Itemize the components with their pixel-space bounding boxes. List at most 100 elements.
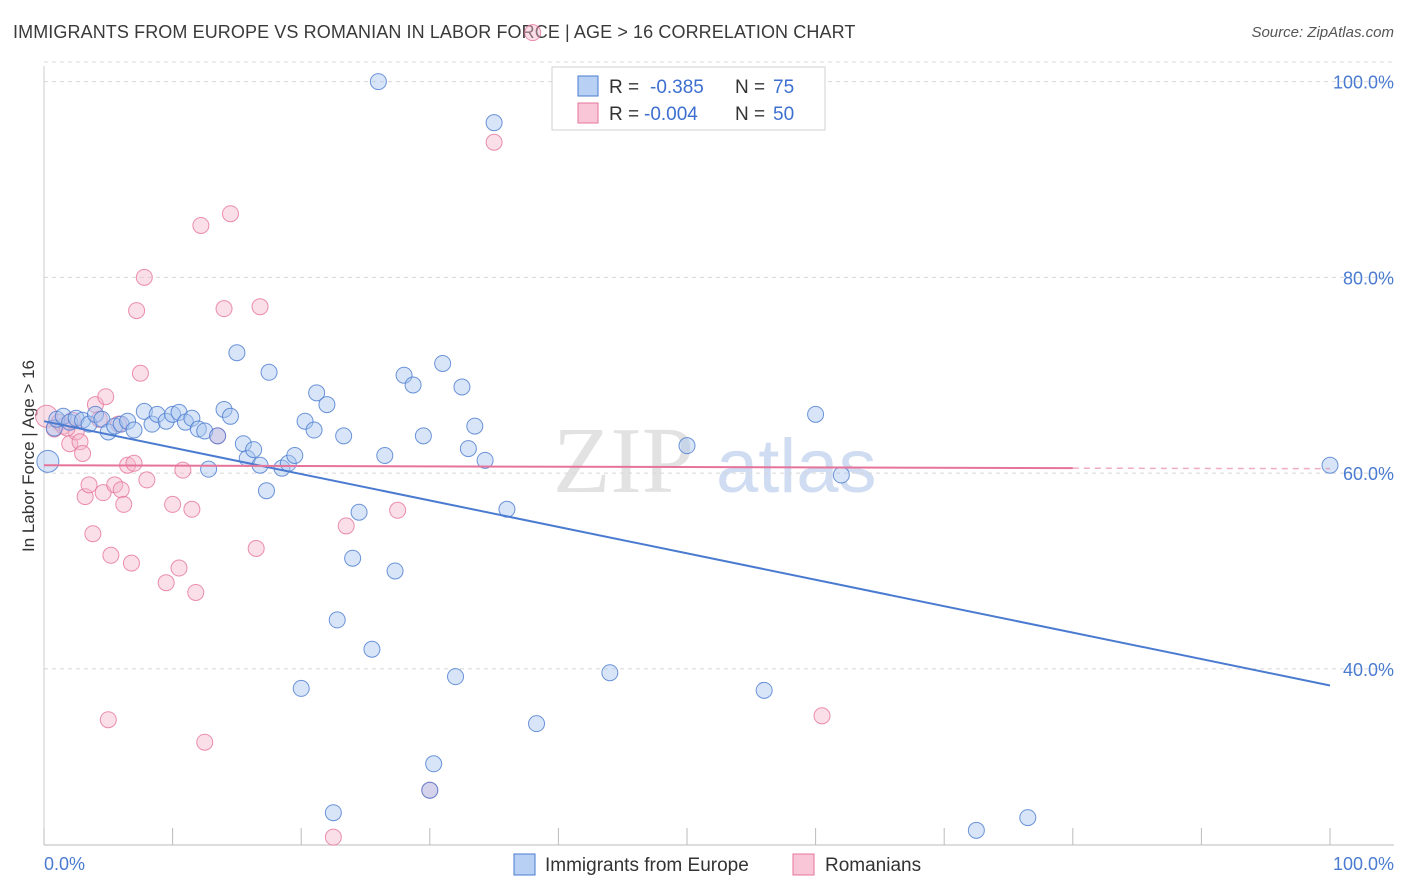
point-romanians [122,554,140,572]
chart-title: IMMIGRANTS FROM EUROPE VS ROMANIAN IN LA… [13,22,856,42]
point-immigrants-from-europe [286,446,304,464]
point-immigrants-from-europe [485,114,503,132]
bottom-legend-swatch-pink [792,853,815,876]
point-immigrants-from-europe [200,460,218,478]
point-immigrants-from-europe [328,611,346,629]
point-immigrants-from-europe [324,804,342,822]
y-tick-labels: 40.0% 60.0% 80.0% 100.0% [1333,73,1394,680]
point-immigrants-from-europe [257,482,275,500]
point-immigrants-from-europe [1321,456,1339,474]
y-tick-label: 40.0% [1343,660,1394,680]
point-romanians [389,501,407,519]
point-romanians [164,495,182,513]
point-immigrants-from-europe [164,405,182,423]
point-immigrants-from-europe [260,363,278,381]
point-immigrants-from-europe [421,781,439,799]
point-immigrants-from-europe [369,73,387,91]
point-immigrants-from-europe [36,449,60,473]
point-romanians [135,268,153,286]
point-immigrants-from-europe [528,715,546,733]
point-romanians [247,539,265,557]
point-romanians [174,461,192,479]
point-immigrants-from-europe [196,422,214,440]
legend: R = -0.385 N = 75 R = -0.004 N = 50 [551,66,826,131]
point-romanians [102,546,120,564]
point-immigrants-from-europe [466,417,484,435]
point-romanians [215,300,233,318]
point-immigrants-from-europe [305,421,323,439]
bottom-legend-swatch-blue [513,853,536,876]
bottom-legend-label-blue: Immigrants from Europe [545,855,749,876]
point-immigrants-from-europe [755,681,773,699]
point-romanians [138,471,156,489]
gridlines [44,61,1394,670]
point-romanians [187,583,205,601]
point-immigrants-from-europe [296,412,314,430]
y-tick-label: 60.0% [1343,464,1394,484]
point-romanians [221,205,239,223]
point-immigrants-from-europe [459,440,477,458]
point-immigrants-from-europe [404,376,422,394]
bottom-legend-label-pink: Romanians [825,855,921,876]
point-romanians [324,828,342,846]
point-immigrants-from-europe [80,415,98,433]
point-immigrants-from-europe [1019,809,1037,827]
y-tick-label: 80.0% [1343,268,1394,288]
trend-lines [43,420,1331,687]
point-romanians [196,733,214,751]
trend-line-romanians [43,464,1073,470]
point-immigrants-from-europe [967,821,985,839]
source-label: Source: ZipAtlas.com [1251,24,1394,41]
point-immigrants-from-europe [344,549,362,567]
y-axis-title: In Labor Force | Age > 16 [19,360,38,552]
point-immigrants-from-europe [292,679,310,697]
point-romanians [183,500,201,518]
point-immigrants-from-europe [245,441,263,459]
point-romanians [115,495,133,513]
point-immigrants-from-europe [363,640,381,658]
point-immigrants-from-europe [209,427,227,445]
point-immigrants-from-europe [447,668,465,686]
axes [43,66,1394,846]
point-immigrants-from-europe [425,755,443,773]
point-romanians [84,525,102,543]
point-romanians [97,388,115,406]
point-romanians [125,454,143,472]
point-romanians [813,707,831,725]
point-immigrants-from-europe [308,384,326,402]
point-romanians [112,481,130,499]
point-romanians [74,445,92,462]
point-romanians [524,24,542,42]
point-romanians [128,302,146,320]
x-tick-label-min: 0.0% [44,854,85,874]
legend-n-label-pink: N = [735,104,765,125]
point-immigrants-from-europe [335,427,353,445]
point-immigrants-from-europe [807,405,825,423]
point-romanians [80,476,98,494]
point-immigrants-from-europe [148,405,166,423]
point-immigrants-from-europe [350,503,368,521]
point-immigrants-from-europe [453,378,471,396]
point-immigrants-from-europe [221,407,239,425]
point-immigrants-from-europe [228,344,246,362]
legend-swatch-blue [577,75,599,97]
point-immigrants-from-europe [125,421,143,439]
point-immigrants-from-europe [318,396,336,414]
legend-n-label-blue: N = [735,77,765,98]
legend-n-value-blue: 75 [773,77,794,98]
point-immigrants-from-europe [601,664,619,682]
legend-r-value-blue: -0.385 [650,77,704,98]
bottom-legend: Immigrants from Europe Romanians [513,853,921,876]
point-romanians [251,298,269,316]
legend-r-value-pink: -0.004 [644,104,698,125]
watermark-zip: ZIP [553,409,694,513]
series-romanians [35,24,831,846]
point-romanians [485,133,503,151]
point-romanians [192,216,210,234]
point-immigrants-from-europe [119,412,137,430]
point-romanians [170,559,188,577]
point-immigrants-from-europe [157,412,175,430]
point-romanians [157,574,175,592]
legend-swatch-pink [577,102,599,124]
